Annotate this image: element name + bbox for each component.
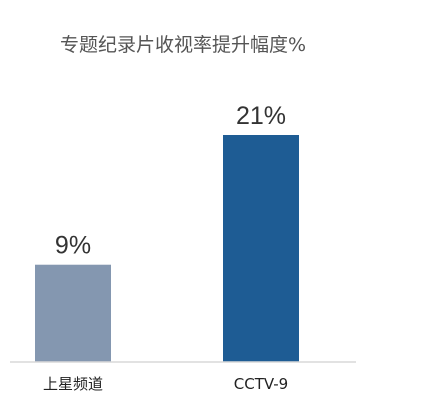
bars-group <box>35 135 299 362</box>
chart-title: 专题纪录片收视率提升幅度% <box>60 34 306 56</box>
value-label-2: 21% <box>236 102 286 130</box>
bar-1 <box>35 264 111 362</box>
category-label-1: 上星频道 <box>43 375 103 393</box>
category-label-2: CCTV-9 <box>234 375 288 393</box>
bar-2 <box>223 135 299 362</box>
value-label-1: 9% <box>55 232 91 260</box>
labels-group: 9% 上星频道 21% CCTV-9 <box>43 102 288 393</box>
